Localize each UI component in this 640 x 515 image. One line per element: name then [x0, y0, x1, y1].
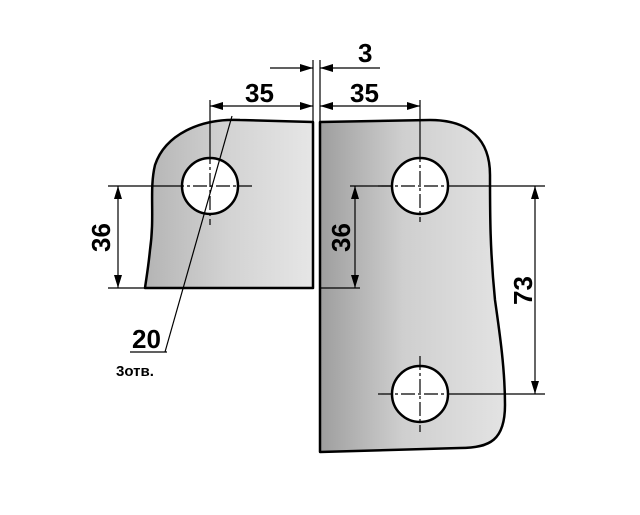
dimension-right-height: 36 — [320, 185, 392, 289]
dimension-gap: 3 — [270, 38, 380, 122]
hole-diameter-leader: 20 3отв. — [116, 115, 233, 380]
right-height-label: 36 — [326, 223, 356, 252]
hole-diameter-label: 20 — [132, 324, 161, 354]
left-offset-label: 35 — [245, 78, 274, 108]
dimension-left-offset: 35 — [209, 78, 313, 150]
dimension-vertical-spacing: 73 — [460, 185, 545, 395]
left-height-label: 36 — [86, 223, 116, 252]
right-plate — [318, 118, 507, 454]
right-offset-label: 35 — [350, 78, 379, 108]
dimension-left-height: 36 — [86, 185, 170, 289]
gap-label: 3 — [358, 38, 372, 68]
vertical-spacing-label: 73 — [508, 276, 538, 305]
dimension-right-offset: 35 — [320, 78, 421, 148]
hole-count-label: 3отв. — [116, 363, 154, 380]
